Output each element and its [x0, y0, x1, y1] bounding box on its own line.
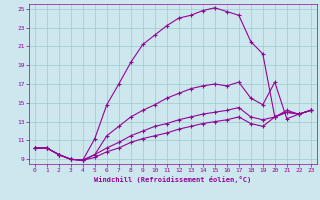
X-axis label: Windchill (Refroidissement éolien,°C): Windchill (Refroidissement éolien,°C)	[94, 176, 252, 183]
